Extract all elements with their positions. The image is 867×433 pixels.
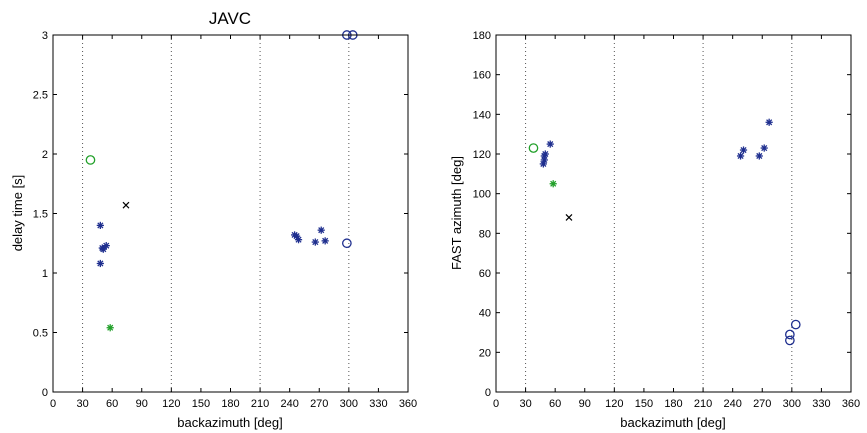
x-tick-label: 240 (280, 398, 298, 410)
circle-marker (790, 319, 801, 330)
y-tick-label: 20 (479, 347, 491, 359)
star-marker (321, 237, 329, 245)
data-points-right (528, 118, 801, 346)
y-tick-label: 160 (473, 70, 491, 82)
y-tick-label: 2.5 (33, 90, 48, 102)
axes-box-left (52, 34, 409, 393)
y-tick-label: 80 (479, 228, 491, 240)
y-axis-label-right: FAST azimuth [deg] (449, 156, 464, 270)
star-marker (755, 152, 763, 160)
star-marker (739, 146, 748, 154)
circle-marker (785, 329, 795, 340)
x-tick-label: 240 (723, 398, 741, 410)
x-tick-label: 330 (369, 398, 387, 410)
ticks-left: 0 30 60 90 120 150 180 210 240 270 300 330 360 0 0.5 1 1… (33, 30, 417, 410)
star-marker (96, 221, 104, 229)
y-tick-label: 140 (473, 109, 491, 121)
star-marker (317, 226, 325, 234)
y-tick-label: 1 (42, 268, 48, 280)
x-tick-label: 270 (310, 398, 328, 410)
x-tick-label: 120 (605, 398, 623, 410)
y-axis-label-left: delay time [s] (10, 175, 25, 252)
x-axis-label-left: backazimuth [deg] (177, 415, 283, 430)
y-tick-label: 3 (42, 30, 48, 42)
x-tick-label: 150 (635, 398, 653, 410)
ticks-right: 0 30 60 90 120 150 180 210 240 270 300 330 360 0 20 40 6… (473, 30, 861, 410)
x-tick-label: 150 (192, 398, 210, 410)
star-marker (106, 324, 114, 332)
star-marker (549, 180, 557, 188)
y-tick-label: 100 (473, 189, 491, 201)
y-tick-label: 0 (42, 387, 48, 399)
x-tick-label: 180 (664, 398, 682, 410)
star-marker (765, 118, 773, 126)
y-tick-label: 0.5 (33, 328, 48, 340)
x-tick-label: 0 (50, 398, 56, 410)
x-tick-label: 300 (783, 398, 801, 410)
circle-marker (785, 335, 795, 346)
x-tick-label: 90 (136, 398, 148, 410)
star-marker (760, 144, 768, 152)
star-marker (736, 152, 745, 160)
star-marker (311, 238, 319, 246)
x-tick-label: 330 (812, 398, 830, 410)
x-tick-label: 60 (549, 398, 561, 410)
x-marker (565, 214, 573, 221)
x-marker (122, 201, 130, 209)
x-tick-label: 90 (579, 398, 591, 410)
plot-area-right (496, 35, 851, 392)
x-tick-label: 60 (106, 398, 118, 410)
y-tick-label: 60 (479, 268, 491, 280)
x-tick-label: 300 (340, 398, 358, 410)
axes-box-right (495, 34, 852, 393)
x-tick-label: 180 (221, 398, 239, 410)
y-tick-label: 180 (473, 30, 491, 42)
chart-title-left: JAVC (209, 9, 251, 28)
y-tick-label: 120 (473, 149, 491, 161)
x-axis-label-right: backazimuth [deg] (620, 415, 726, 430)
x-tick-label: 210 (251, 398, 269, 410)
circle-marker (85, 155, 96, 165)
x-tick-label: 360 (842, 398, 860, 410)
star-marker (96, 259, 104, 268)
circle-marker (528, 143, 539, 153)
fast-azimuth-panel: 0 30 60 90 120 150 180 210 240 270 300 330 360 0 20 40 6… (449, 30, 860, 430)
x-tick-label: 30 (76, 398, 88, 410)
x-tick-label: 270 (753, 398, 771, 410)
star-marker (541, 150, 549, 158)
y-tick-label: 2 (42, 149, 48, 161)
plot-area-left (53, 35, 408, 392)
x-tick-label: 30 (519, 398, 531, 410)
circle-marker (342, 238, 352, 249)
y-tick-label: 40 (479, 308, 491, 320)
x-tick-label: 210 (694, 398, 712, 410)
x-tick-label: 0 (493, 398, 499, 410)
y-tick-label: 0 (485, 387, 491, 399)
delay-time-panel: 0 30 60 90 120 150 180 210 240 270 300 330 360 0 0.5 1 1… (10, 9, 417, 430)
star-marker (546, 140, 554, 148)
y-tick-label: 1.5 (33, 209, 48, 221)
x-tick-label: 120 (162, 398, 180, 410)
x-tick-label: 360 (399, 398, 417, 410)
star-marker (294, 236, 303, 244)
star-marker (102, 242, 110, 250)
